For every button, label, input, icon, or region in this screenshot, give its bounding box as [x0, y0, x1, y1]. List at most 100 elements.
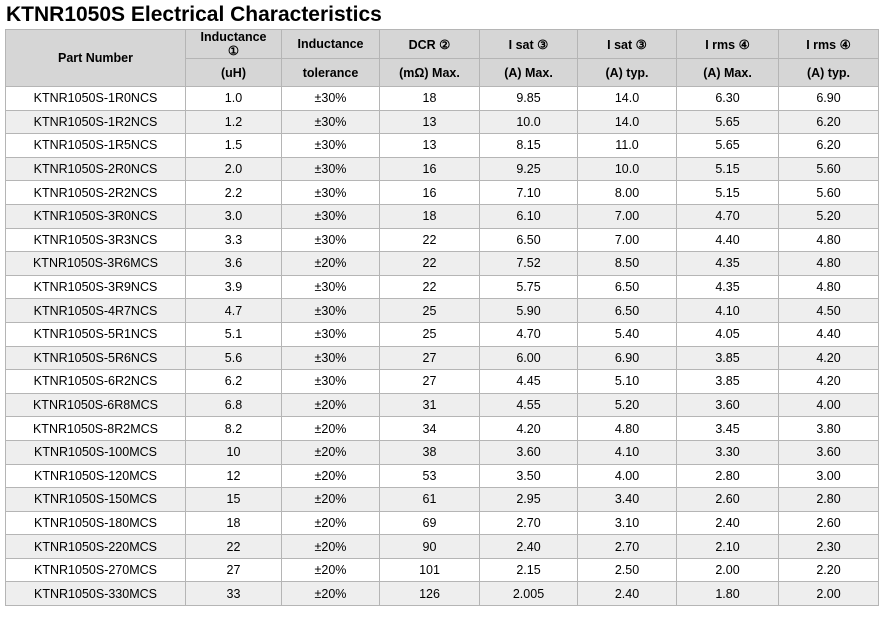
irms-typ-cell: 5.60 [778, 156, 879, 182]
tolerance-cell: ±30% [281, 369, 380, 394]
dcr-cell: 53 [379, 463, 480, 489]
irms-typ-cell: 2.00 [778, 581, 879, 607]
part-number-cell: KTNR1050S-180MCS [5, 510, 186, 536]
isat-max-cell: 3.50 [479, 463, 578, 489]
irms-max-cell: 5.65 [676, 133, 779, 158]
irms-max-cell: 3.45 [676, 416, 779, 441]
part-number-cell: KTNR1050S-330MCS [5, 581, 186, 607]
isat-max-cell: 2.70 [479, 510, 578, 536]
part-number-cell: KTNR1050S-120MCS [5, 463, 186, 489]
tolerance-cell: ±20% [281, 463, 380, 489]
isat-max-cell: 7.10 [479, 180, 578, 205]
header-dcr-top: DCR ② [379, 29, 480, 59]
inductance-cell: 5.1 [185, 321, 282, 347]
isat-typ-cell: 6.90 [577, 345, 677, 371]
part-number-cell: KTNR1050S-3R9NCS [5, 274, 186, 300]
tolerance-cell: ±20% [281, 439, 380, 465]
inductance-cell: 2.2 [185, 180, 282, 205]
dcr-cell: 90 [379, 534, 480, 559]
dcr-cell: 25 [379, 298, 480, 323]
isat-typ-cell: 6.50 [577, 274, 677, 300]
inductance-cell: 3.6 [185, 251, 282, 276]
dcr-cell: 16 [379, 156, 480, 182]
isat-typ-cell: 5.20 [577, 392, 677, 418]
irms-typ-cell: 4.00 [778, 392, 879, 418]
table-row: KTNR1050S-5R1NCS 5.1 ±30% 25 4.70 5.40 4.05 4.4… [5, 321, 879, 347]
header-irms-max-top: I rms ④ [676, 29, 779, 59]
header-irms-typ-top: I rms ④ [778, 29, 879, 59]
irms-max-cell: 2.00 [676, 557, 779, 583]
tolerance-cell: ±30% [281, 109, 380, 135]
table-row: KTNR1050S-330MCS 33 ±20% 126 2.005 2.40 1.80 2.… [5, 581, 879, 607]
part-number-cell: KTNR1050S-150MCS [5, 487, 186, 512]
isat-max-cell: 9.25 [479, 156, 578, 182]
header-inductance-mark: ① [227, 44, 240, 58]
part-number-cell: KTNR1050S-3R6MCS [5, 251, 186, 276]
table-row: KTNR1050S-8R2MCS 8.2 ±20% 34 4.20 4.80 3.45 3.8… [5, 416, 879, 441]
irms-max-cell: 5.15 [676, 156, 779, 182]
page-title: KTNR1050S Electrical Characteristics [6, 3, 382, 26]
isat-max-cell: 6.10 [479, 203, 578, 229]
inductance-cell: 3.9 [185, 274, 282, 300]
dcr-cell: 22 [379, 274, 480, 300]
tolerance-cell: ±20% [281, 581, 380, 607]
part-number-cell: KTNR1050S-1R2NCS [5, 109, 186, 135]
isat-max-cell: 9.85 [479, 86, 578, 111]
part-number-cell: KTNR1050S-1R0NCS [5, 86, 186, 111]
irms-max-cell: 4.10 [676, 298, 779, 323]
header-isat-typ-top: I sat ③ [577, 29, 677, 59]
irms-typ-cell: 5.20 [778, 203, 879, 229]
tolerance-cell: ±20% [281, 510, 380, 536]
tolerance-cell: ±30% [281, 274, 380, 300]
irms-max-cell: 6.30 [676, 86, 779, 111]
part-number-cell: KTNR1050S-4R7NCS [5, 298, 186, 323]
inductance-cell: 1.2 [185, 109, 282, 135]
isat-typ-cell: 4.10 [577, 439, 677, 465]
dcr-cell: 61 [379, 487, 480, 512]
header-dcr-bottom: (mΩ) Max. [379, 58, 480, 87]
table-row: KTNR1050S-1R2NCS 1.2 ±30% 13 10.0 14.0 5.65 6.2… [5, 109, 879, 135]
irms-typ-cell: 4.50 [778, 298, 879, 323]
irms-typ-cell: 2.30 [778, 534, 879, 559]
inductance-cell: 4.7 [185, 298, 282, 323]
isat-max-cell: 4.55 [479, 392, 578, 418]
irms-max-cell: 4.35 [676, 274, 779, 300]
tolerance-cell: ±20% [281, 487, 380, 512]
isat-typ-cell: 6.50 [577, 298, 677, 323]
dcr-cell: 18 [379, 86, 480, 111]
isat-typ-cell: 5.40 [577, 321, 677, 347]
table-row: KTNR1050S-3R0NCS 3.0 ±30% 18 6.10 7.00 4.70 5.2… [5, 203, 879, 229]
isat-max-cell: 4.45 [479, 369, 578, 394]
tolerance-cell: ±30% [281, 298, 380, 323]
irms-max-cell: 2.80 [676, 463, 779, 489]
table-row: KTNR1050S-5R6NCS 5.6 ±30% 27 6.00 6.90 3.85 4.2… [5, 345, 879, 371]
dcr-cell: 22 [379, 251, 480, 276]
irms-typ-cell: 2.20 [778, 557, 879, 583]
inductance-cell: 3.0 [185, 203, 282, 229]
table-row: KTNR1050S-6R2NCS 6.2 ±30% 27 4.45 5.10 3.85 4.2… [5, 369, 879, 394]
table-row: KTNR1050S-2R2NCS 2.2 ±30% 16 7.10 8.00 5.15 5.6… [5, 180, 879, 205]
table-row: KTNR1050S-6R8MCS 6.8 ±20% 31 4.55 5.20 3.60 4.0… [5, 392, 879, 418]
dcr-cell: 16 [379, 180, 480, 205]
tolerance-cell: ±20% [281, 557, 380, 583]
irms-max-cell: 2.40 [676, 510, 779, 536]
irms-typ-cell: 6.90 [778, 86, 879, 111]
dcr-cell: 22 [379, 227, 480, 253]
isat-typ-cell: 5.10 [577, 369, 677, 394]
tolerance-cell: ±20% [281, 392, 380, 418]
isat-max-cell: 6.00 [479, 345, 578, 371]
inductance-cell: 33 [185, 581, 282, 607]
irms-max-cell: 2.10 [676, 534, 779, 559]
inductance-cell: 3.3 [185, 227, 282, 253]
table-row: KTNR1050S-100MCS 10 ±20% 38 3.60 4.10 3.30 3.60 [5, 439, 879, 465]
header-part-number: Part Number [5, 29, 186, 87]
irms-typ-cell: 6.20 [778, 109, 879, 135]
irms-max-cell: 5.15 [676, 180, 779, 205]
tolerance-cell: ±30% [281, 203, 380, 229]
tolerance-cell: ±30% [281, 345, 380, 371]
irms-typ-cell: 4.80 [778, 251, 879, 276]
dcr-cell: 27 [379, 345, 480, 371]
irms-typ-cell: 4.80 [778, 274, 879, 300]
table-row: KTNR1050S-1R0NCS 1.0 ±30% 18 9.85 14.0 6.30 6.9… [5, 86, 879, 111]
part-number-cell: KTNR1050S-220MCS [5, 534, 186, 559]
